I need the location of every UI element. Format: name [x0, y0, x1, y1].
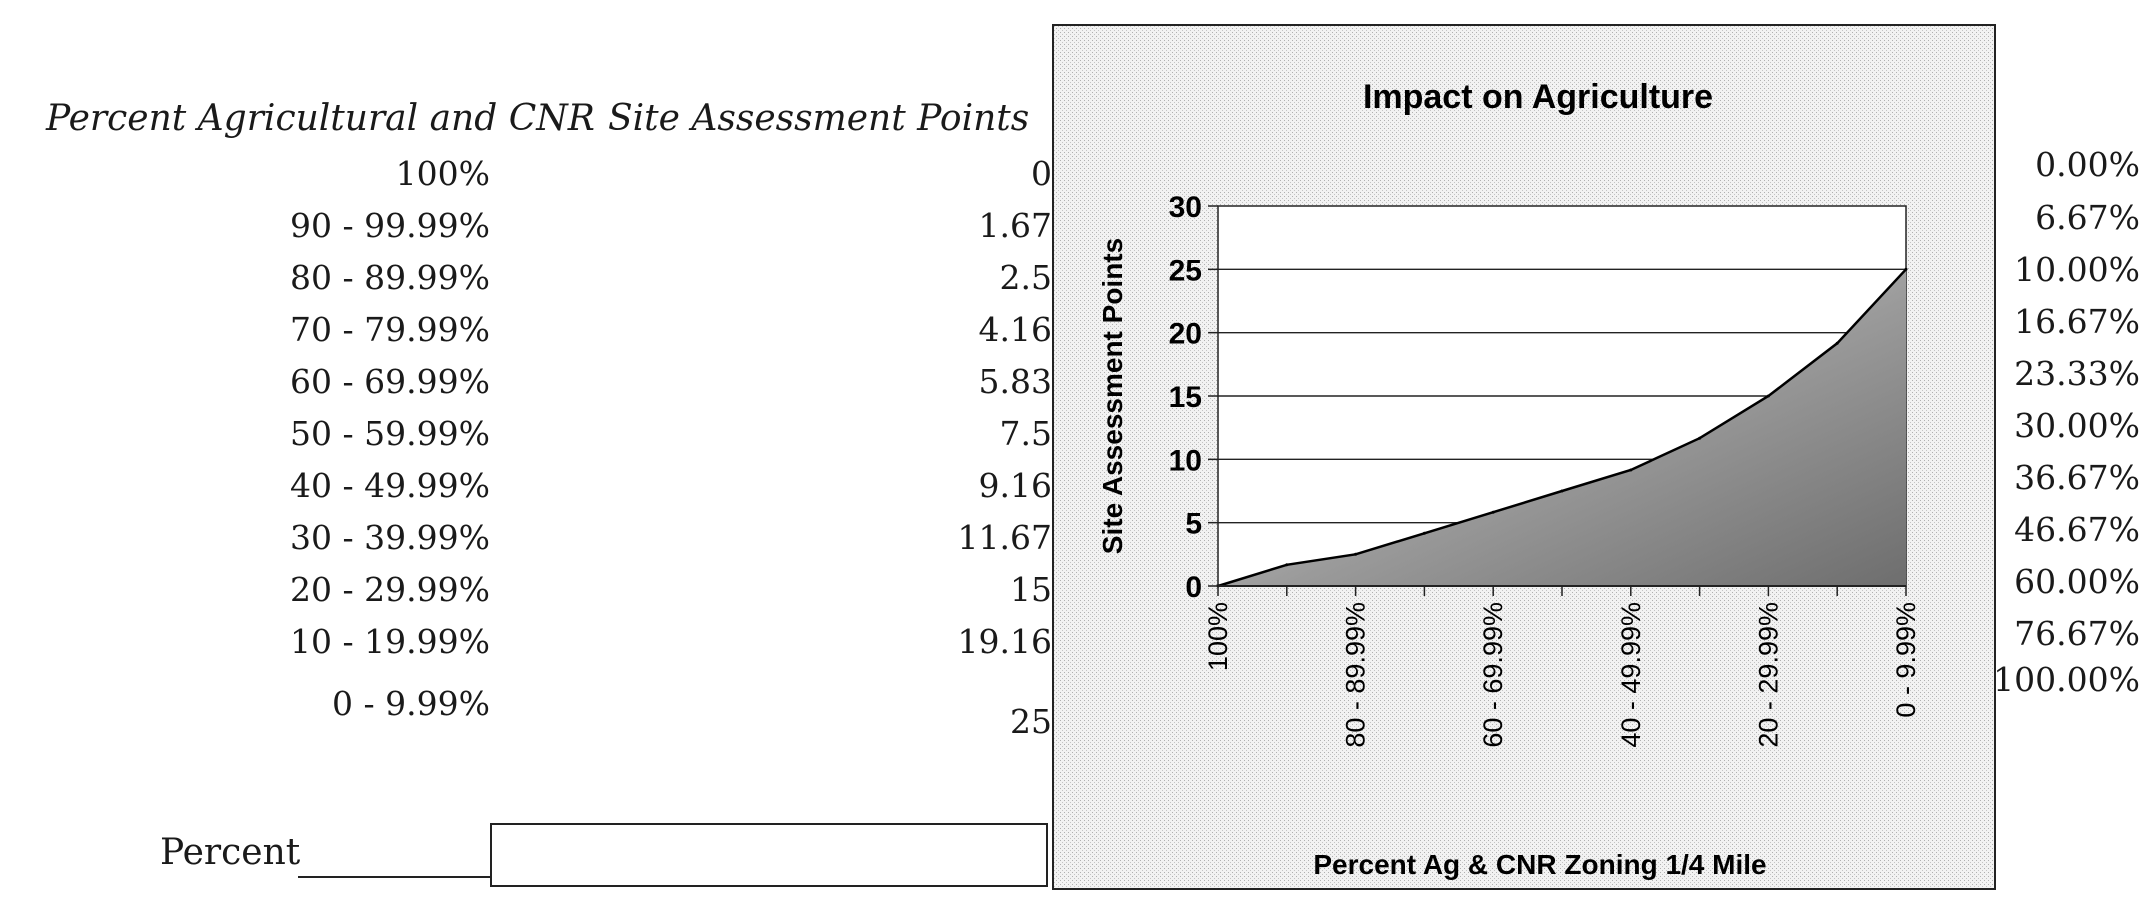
column-header-percent-ag: Percent Agricultural and CNR: [46, 98, 595, 139]
points-value: 7.5: [999, 414, 1052, 453]
range-label: 30 - 39.99%: [290, 518, 490, 557]
impact-chart: Impact on Agriculture 0 5 10 15 20 25 30 100% 8…: [1052, 24, 1996, 890]
points-value: 2.5: [999, 258, 1052, 297]
x-axis-label: Percent Ag & CNR Zoning 1/4 Mile: [1313, 849, 1766, 880]
y-tick-label: 0: [1185, 571, 1202, 604]
data-point: [1560, 489, 1564, 493]
percent-value: 76.67%: [2014, 614, 2140, 653]
column-header-site-points: Site Assessment Points: [608, 98, 1030, 139]
x-tick-label: 80 - 89.99%: [1341, 602, 1371, 748]
points-value: 4.16: [978, 310, 1052, 349]
data-point: [1491, 510, 1495, 514]
range-label: 70 - 79.99%: [290, 310, 490, 349]
x-tick-label: 0 - 9.99%: [1891, 602, 1921, 718]
percent-value: 10.00%: [2014, 250, 2140, 289]
data-point: [1904, 267, 1908, 271]
y-tick-label: 30: [1169, 191, 1202, 224]
data-point: [1422, 531, 1426, 535]
range-label: 40 - 49.99%: [290, 466, 490, 505]
area-fill: [1218, 269, 1906, 586]
x-tick-label: 40 - 49.99%: [1616, 602, 1646, 748]
range-label: 50 - 59.99%: [290, 414, 490, 453]
percent-input[interactable]: [490, 823, 1048, 887]
points-value: 5.83: [978, 362, 1052, 401]
points-value: 11.67: [957, 518, 1052, 557]
y-tick-label: 10: [1169, 444, 1202, 477]
data-point: [1629, 468, 1633, 472]
x-tick-label: 20 - 29.99%: [1753, 602, 1783, 748]
percent-value: 46.67%: [2014, 510, 2140, 549]
x-tick-label: 60 - 69.99%: [1478, 602, 1508, 748]
points-value: 1.67: [978, 206, 1052, 245]
range-label: 90 - 99.99%: [290, 206, 490, 245]
range-label: 80 - 89.99%: [290, 258, 490, 297]
x-tick-label: 100%: [1203, 602, 1233, 671]
percent-label: Percent: [160, 832, 301, 873]
range-label: 60 - 69.99%: [290, 362, 490, 401]
range-label: 20 - 29.99%: [290, 570, 490, 609]
y-tick-label: 25: [1169, 254, 1202, 287]
percent-value: 0.00%: [2035, 145, 2140, 184]
percent-value: 6.67%: [2035, 198, 2140, 237]
range-label: 10 - 19.99%: [290, 622, 490, 661]
data-point: [1766, 394, 1770, 398]
data-point: [1354, 552, 1358, 556]
percent-value: 16.67%: [2014, 302, 2140, 341]
y-tick-label: 20: [1169, 318, 1202, 351]
y-axis-label: Site Assessment Points: [1097, 238, 1128, 554]
points-value: 15: [1010, 570, 1052, 609]
points-value: 25: [1010, 702, 1052, 741]
percent-value: 36.67%: [2014, 458, 2140, 497]
range-label: 0 - 9.99%: [332, 684, 490, 723]
percent-value: 23.33%: [2014, 354, 2140, 393]
data-point: [1285, 563, 1289, 567]
y-tick-label: 15: [1169, 381, 1202, 414]
range-label: 100%: [395, 154, 490, 193]
percent-underline: [298, 876, 490, 878]
percent-value: 60.00%: [2014, 562, 2140, 601]
chart-title: Impact on Agriculture: [1363, 78, 1713, 116]
data-point: [1698, 436, 1702, 440]
percent-value: 100.00%: [1993, 660, 2140, 699]
points-value: 0: [1031, 154, 1052, 193]
points-value: 9.16: [978, 466, 1052, 505]
y-tick-label: 5: [1185, 508, 1202, 541]
data-point: [1835, 341, 1839, 345]
points-value: 19.16: [957, 622, 1052, 661]
percent-value: 30.00%: [2014, 406, 2140, 445]
